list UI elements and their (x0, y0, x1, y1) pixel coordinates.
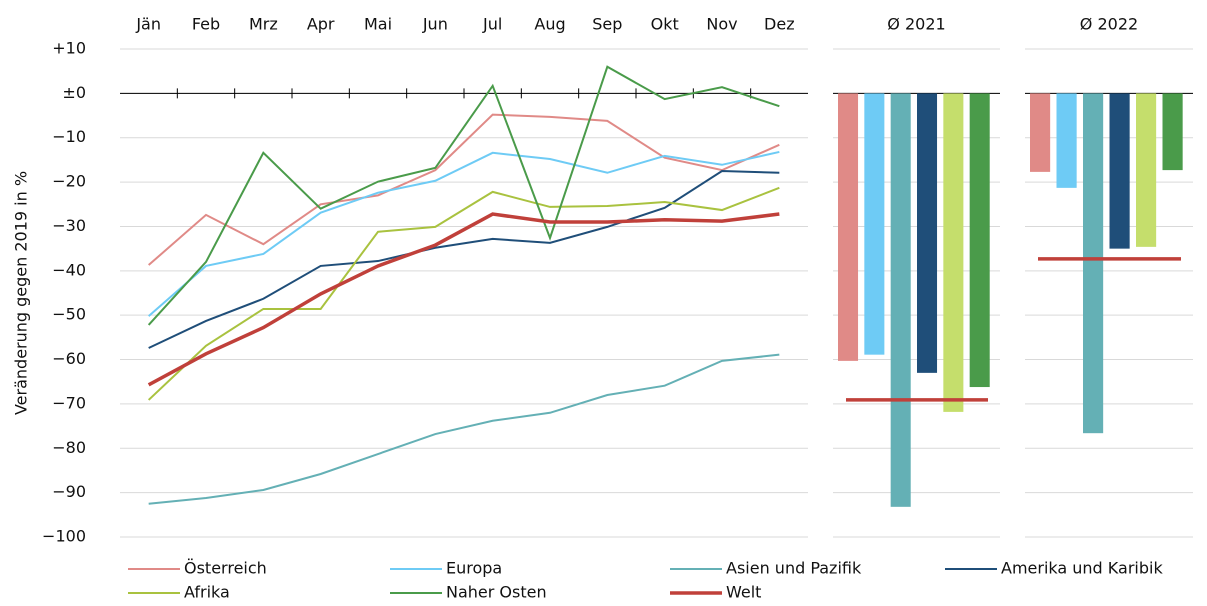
y-tick-label: −40 (52, 260, 86, 279)
bar (1109, 93, 1130, 249)
x-tick-label: Feb (192, 15, 220, 34)
x-tick-label: Nov (706, 15, 737, 34)
y-tick-label: −60 (52, 349, 86, 368)
y-tick-label: −100 (42, 527, 86, 546)
line-series (147, 186, 780, 401)
y-tick-label: −90 (52, 482, 86, 501)
legend-label: Europa (446, 559, 502, 578)
legend-label: Welt (726, 583, 761, 602)
y-tick-label: −30 (52, 216, 86, 235)
panel-title: Ø 2021 (887, 15, 945, 34)
x-tick-label: Apr (307, 15, 335, 34)
y-tick-label: −80 (52, 438, 86, 457)
y-tick-label: ±0 (62, 83, 86, 102)
bar (917, 93, 938, 373)
bar (864, 93, 885, 355)
y-tick-label: −50 (52, 305, 86, 324)
bar (1083, 93, 1104, 434)
legend-label: Österreich (184, 559, 267, 578)
line-series (148, 150, 780, 317)
panel-title: Ø 2022 (1080, 15, 1138, 34)
bar (969, 93, 990, 388)
legend-label: Afrika (184, 583, 230, 602)
line-series (148, 353, 780, 505)
bar (1162, 93, 1183, 171)
bar (1056, 93, 1077, 188)
x-tick-label: Mrz (249, 15, 278, 34)
y-tick-label: −70 (52, 393, 86, 412)
y-axis-label: Veränderung gegen 2019 in % (12, 171, 31, 415)
bar (1030, 93, 1051, 172)
bar (838, 93, 859, 361)
x-tick-label: Jun (422, 15, 448, 34)
legend-label: Naher Osten (446, 583, 547, 602)
y-tick-label: −10 (52, 127, 86, 146)
x-tick-label: Aug (534, 15, 565, 34)
line-series (147, 65, 780, 326)
x-tick-label: Jän (135, 15, 161, 34)
x-tick-label: Sep (592, 15, 622, 34)
x-tick-label: Mai (364, 15, 392, 34)
line-series (148, 169, 780, 349)
line-series (148, 113, 780, 266)
legend-label: Amerika und Karibik (1001, 559, 1163, 578)
x-tick-label: Dez (764, 15, 795, 34)
bar (943, 93, 964, 412)
y-tick-label: +10 (52, 39, 86, 58)
line-series (147, 212, 780, 387)
x-tick-label: Okt (651, 15, 679, 34)
y-tick-label: −20 (52, 172, 86, 191)
legend-label: Asien und Pazifik (726, 559, 862, 578)
bar (1136, 93, 1157, 247)
bar (890, 93, 911, 507)
x-tick-label: Jul (482, 15, 502, 34)
